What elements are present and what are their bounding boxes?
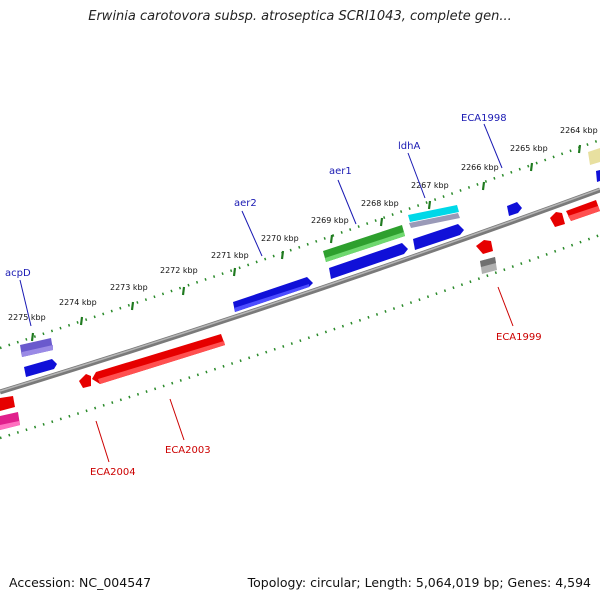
- scale-label: 2265 kbp: [510, 144, 548, 153]
- gene-ECA2004: [79, 374, 91, 388]
- gene-forward-blue: [24, 359, 57, 377]
- accession-text: Accession: NC_004547: [9, 575, 152, 590]
- scale-label: 2272 kbp: [160, 266, 198, 275]
- genome-summary-text: Topology: circular; Length: 5,064,019 bp…: [247, 575, 591, 590]
- gene-label-ldhA[interactable]: ldhA: [398, 141, 420, 152]
- map-title: Erwinia carotovora subsp. atroseptica SC…: [88, 9, 512, 24]
- scale-label: 2269 kbp: [311, 216, 349, 225]
- scale-label: 2275 kbp: [8, 313, 46, 322]
- gene-forward-blue: [329, 243, 408, 279]
- scale-label: 2267 kbp: [411, 181, 449, 190]
- scale-label: 2271 kbp: [211, 251, 249, 260]
- scale-label: 2264 kbp: [560, 126, 598, 135]
- scale-label: 2270 kbp: [261, 234, 299, 243]
- gene-forward-blue: [413, 224, 464, 250]
- gene-label-aer2[interactable]: aer2: [234, 198, 257, 209]
- gene-label-aer1[interactable]: aer1: [329, 166, 352, 177]
- scale-label: 2273 kbp: [110, 283, 148, 292]
- genome-backbone: [0, 187, 600, 395]
- gene-label-ECA2004[interactable]: ECA2004: [90, 467, 136, 478]
- leader-lines: [19, 123, 514, 463]
- gene-reverse-red: [0, 396, 15, 411]
- reverse-genes: [0, 200, 600, 430]
- gene-label-ECA1998[interactable]: ECA1998: [461, 113, 507, 124]
- gene-label-ECA1999[interactable]: ECA1999: [496, 332, 542, 343]
- gene-yellow: [588, 148, 600, 165]
- scale-label: 2266 kbp: [461, 163, 499, 172]
- scale-label: 2268 kbp: [361, 199, 399, 208]
- gene-label-acpD[interactable]: acpD: [5, 268, 31, 279]
- gene-forward-blue: [596, 170, 600, 182]
- major-ticks: [30, 144, 582, 342]
- forward-tick-ring: [0, 138, 600, 350]
- gene-ECA1998: [507, 202, 522, 216]
- gene-ldhA: [408, 205, 459, 222]
- gene-reverse-red: [476, 240, 493, 254]
- gene-reverse-red: [550, 212, 565, 227]
- gene-label-ECA2003[interactable]: ECA2003: [165, 445, 211, 456]
- scale-label: 2274 kbp: [59, 298, 97, 307]
- forward-genes: [20, 148, 600, 377]
- reverse-tick-ring: [0, 233, 600, 440]
